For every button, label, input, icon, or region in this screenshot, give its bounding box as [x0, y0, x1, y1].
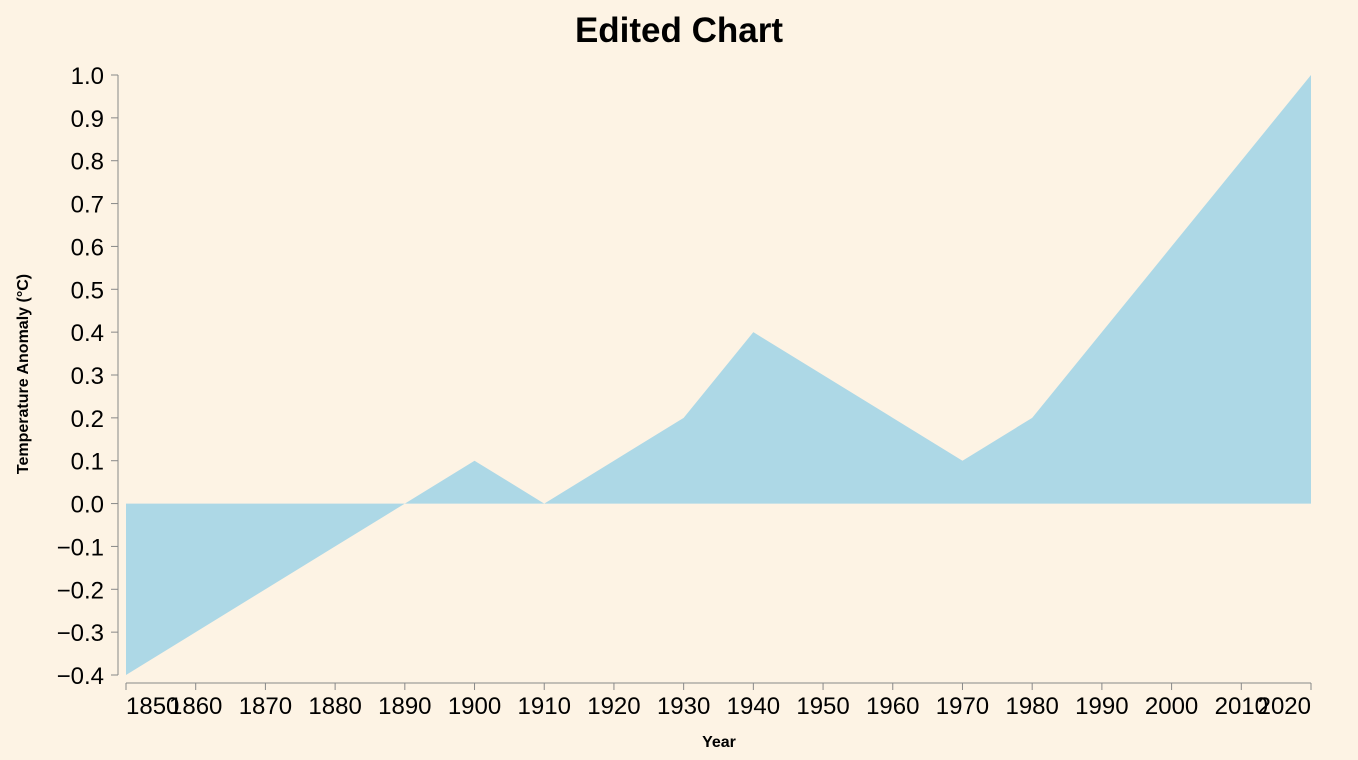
y-tick-label: 0.6 — [71, 234, 104, 261]
x-tick-label: 1890 — [378, 693, 431, 720]
x-tick-label: 1980 — [1005, 693, 1058, 720]
x-tick-label: 1880 — [308, 693, 361, 720]
plot-area — [126, 75, 1311, 675]
y-tick-label: −0.1 — [57, 534, 104, 561]
x-tick-label: 1950 — [796, 693, 849, 720]
x-tick-label: 1970 — [936, 693, 989, 720]
x-tick-label: 1910 — [518, 693, 571, 720]
y-tick-label: 0.0 — [71, 492, 104, 519]
area-series — [126, 75, 1311, 675]
x-tick-label: 1860 — [169, 693, 222, 720]
y-tick-label: 0.1 — [71, 449, 104, 476]
y-axis: 1.0 0.9 0.8 0.7 0.6 0.5 0.4 0.3 0.2 0.1 0.0 −0.1 −0.… — [57, 63, 119, 690]
y-tick-label: 0.3 — [71, 363, 104, 390]
y-tick-label: 0.7 — [71, 192, 104, 219]
y-tick-label: 0.9 — [71, 106, 104, 133]
x-tick-label: 1930 — [657, 693, 710, 720]
x-tick-label: 1870 — [239, 693, 292, 720]
x-axis-title: Year — [702, 734, 736, 751]
x-tick-label: 1850 — [126, 693, 179, 720]
y-tick-label: −0.3 — [57, 620, 104, 647]
y-tick-label: 0.8 — [71, 149, 104, 176]
y-tick-label: −0.4 — [57, 663, 104, 690]
x-tick-label: 1920 — [587, 693, 640, 720]
y-axis-title: Temperature Anomaly (°C) — [15, 274, 32, 474]
x-tick-label: 2000 — [1145, 693, 1198, 720]
y-tick-label: 0.4 — [71, 320, 104, 347]
x-tick-label: 1900 — [448, 693, 501, 720]
x-tick-label: 1940 — [727, 693, 780, 720]
x-tick-label: 2010 — [1215, 693, 1268, 720]
chart-title: Edited Chart — [575, 11, 783, 50]
x-tick-label: 2020 — [1258, 693, 1311, 720]
y-tick-label: 0.2 — [71, 406, 104, 433]
y-tick-label: 0.5 — [71, 277, 104, 304]
y-tick-label: −0.2 — [57, 577, 104, 604]
y-tick-label: 1.0 — [71, 63, 104, 90]
x-tick-label: 1990 — [1075, 693, 1128, 720]
x-tick-label: 1960 — [866, 693, 919, 720]
